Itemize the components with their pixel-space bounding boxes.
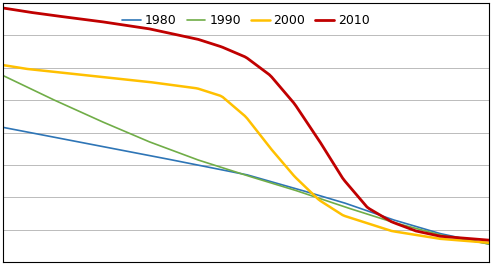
1980 xyxy=(29,131,35,135)
2010 xyxy=(29,11,35,14)
2010 xyxy=(19,10,25,13)
Line: 1980: 1980 xyxy=(3,127,489,244)
1980 xyxy=(0,126,6,129)
2010 xyxy=(90,19,96,22)
1990 xyxy=(0,74,6,77)
2010 xyxy=(486,238,492,242)
1980 xyxy=(90,143,96,146)
2010 xyxy=(129,25,135,28)
1990 xyxy=(445,235,451,238)
1980 xyxy=(462,237,468,240)
2000 xyxy=(129,78,135,82)
2010 xyxy=(462,237,468,240)
1990 xyxy=(29,88,35,91)
1990 xyxy=(129,133,135,136)
1990 xyxy=(462,238,468,241)
2000 xyxy=(19,67,25,70)
Line: 1990: 1990 xyxy=(3,76,489,244)
2000 xyxy=(0,63,6,67)
Line: 2010: 2010 xyxy=(3,8,489,240)
Legend: 1980, 1990, 2000, 2010: 1980, 1990, 2000, 2010 xyxy=(118,9,374,32)
Line: 2000: 2000 xyxy=(3,65,489,243)
1980 xyxy=(19,130,25,133)
2000 xyxy=(445,238,451,241)
2010 xyxy=(445,235,451,238)
1980 xyxy=(129,151,135,154)
2000 xyxy=(462,239,468,242)
2000 xyxy=(90,74,96,78)
1990 xyxy=(90,116,96,119)
2000 xyxy=(486,241,492,244)
1980 xyxy=(486,242,492,246)
2000 xyxy=(29,68,35,71)
1990 xyxy=(19,83,25,86)
1990 xyxy=(486,242,492,246)
1980 xyxy=(445,234,451,237)
2010 xyxy=(0,6,6,10)
